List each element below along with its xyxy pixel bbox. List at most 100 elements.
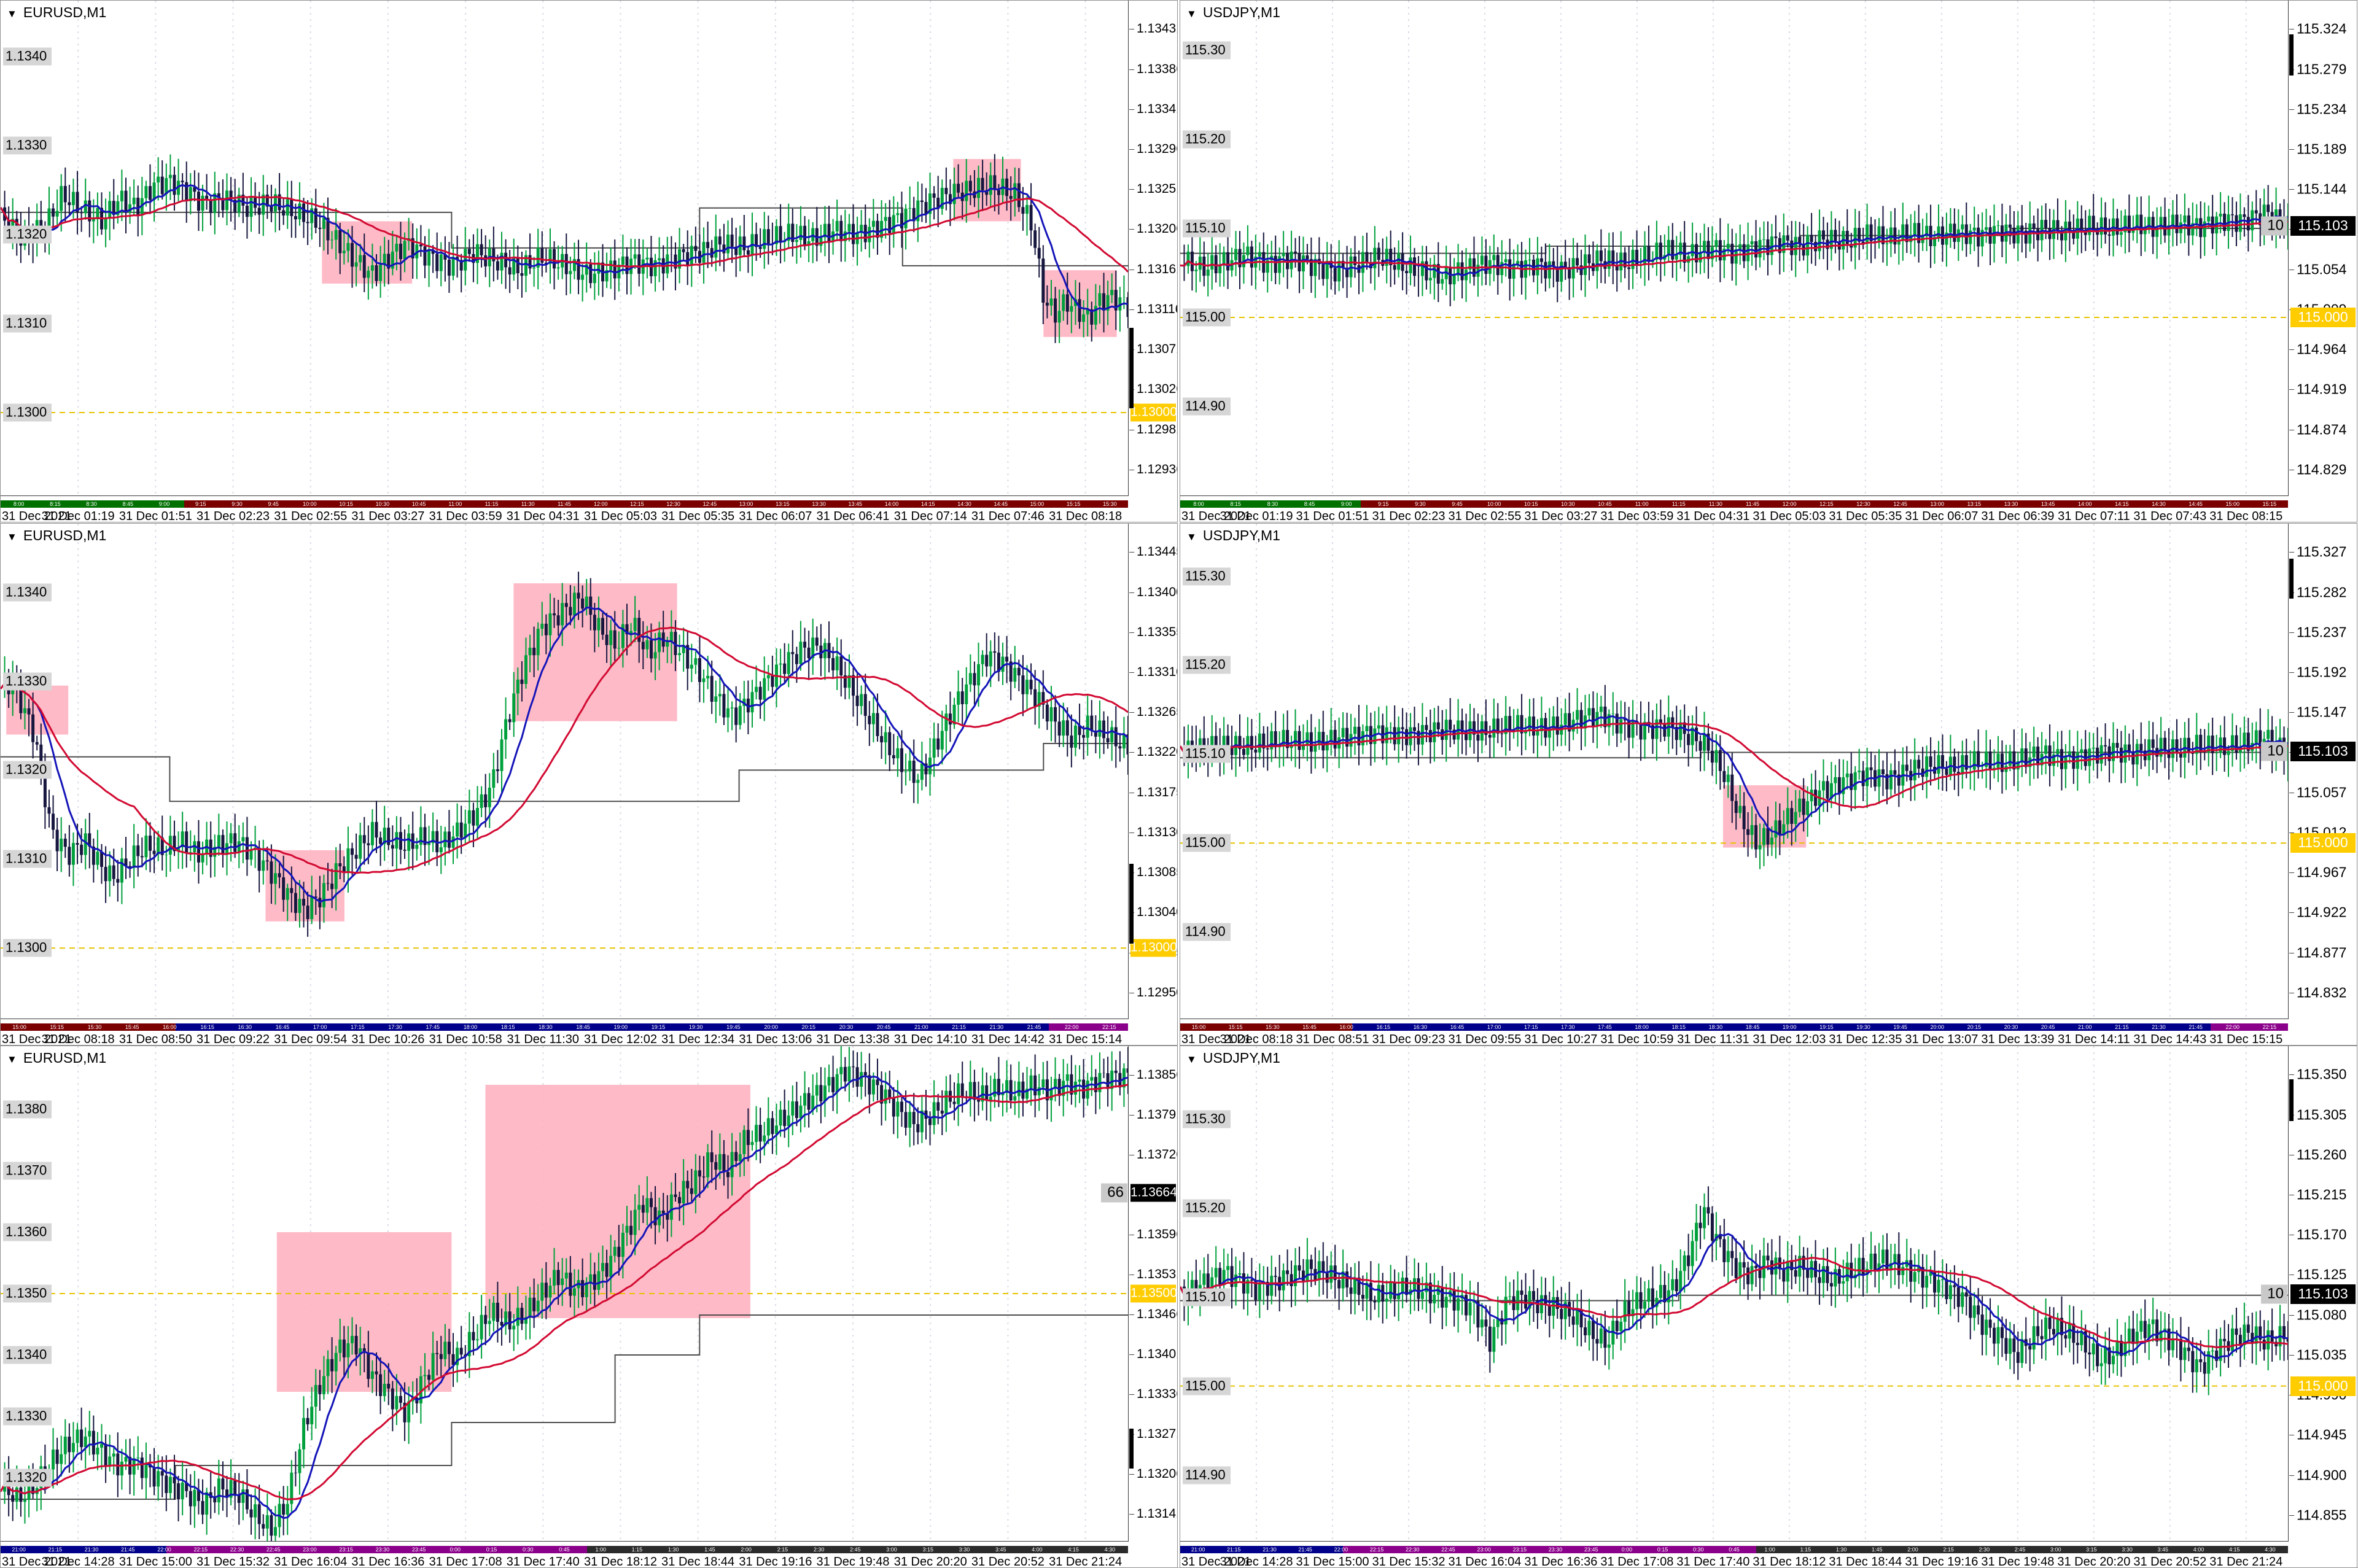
axis-price-label: 1.13386	[1137, 61, 1177, 76]
axis-range-marker[interactable]	[2289, 1079, 2294, 1121]
session-time-label: 21:30	[1263, 1547, 1277, 1553]
symbol-dropdown-icon[interactable]: ▼	[1186, 531, 1197, 543]
price-gridline-label: 115.00	[1183, 834, 1231, 852]
axis-range-marker[interactable]	[1129, 863, 1134, 944]
price-axis[interactable]: 1.13445 1.13400 1.13355 1.13310 1.13265 1.132…	[1129, 524, 1177, 1019]
time-axis[interactable]: 31 Dec 2021 31 Dec 01:19 31 Dec 01:51 31 De…	[1180, 510, 2357, 522]
time-axis[interactable]: 31 Dec 2021 31 Dec 08:18 31 Dec 08:51 31 De…	[1180, 1033, 2357, 1045]
session-time-label: 2:45	[850, 1547, 861, 1553]
chart-title[interactable]: ▼ USDJPY,M1	[1186, 1050, 1280, 1066]
session-segment	[1756, 1546, 2288, 1553]
chart-title[interactable]: ▼ EURUSD,M1	[7, 1050, 106, 1066]
session-time-label: 22:00	[157, 1547, 171, 1553]
time-axis-label: 31 Dec 06:07	[739, 510, 812, 522]
session-segment	[1343, 1546, 1757, 1553]
time-axis-label: 31 Dec 07:43	[2133, 510, 2207, 522]
axis-price-label: 115.237	[2297, 624, 2347, 640]
plot-area[interactable]: ▼ EURUSD,M1 1.1340 1.1330 1.1320 1.1310 1.130…	[1, 1, 1129, 496]
time-axis-label: 31 Dec 15:00	[1296, 1555, 1369, 1568]
chart-title[interactable]: ▼ USDJPY,M1	[1186, 4, 1280, 21]
session-segment	[1180, 500, 1361, 508]
symbol-dropdown-icon[interactable]: ▼	[1186, 1054, 1197, 1065]
session-time-label: 14:00	[884, 501, 899, 507]
symbol-dropdown-icon[interactable]: ▼	[1186, 8, 1197, 20]
time-axis-label: 31 Dec 12:35	[1829, 1033, 1902, 1046]
chart-canvas[interactable]	[1, 524, 1128, 1019]
symbol-dropdown-icon[interactable]: ▼	[7, 1054, 17, 1065]
axis-price-label: 115.080	[2297, 1306, 2347, 1323]
session-time-label: 2:15	[777, 1547, 788, 1553]
chart-canvas[interactable]	[1180, 1046, 2288, 1541]
time-axis-label: 31 Dec 15:15	[2209, 1033, 2283, 1046]
session-time-label: 0:45	[559, 1547, 570, 1553]
axis-price-label: 1.13355	[1137, 624, 1177, 639]
session-time-label: 17:30	[1561, 1024, 1575, 1030]
plot-area[interactable]: ▼ USDJPY,M1 115.30 115.20 115.10 115.00 114.9…	[1180, 1, 2289, 496]
session-time-label: 9:45	[268, 501, 279, 507]
session-time-label: 17:15	[351, 1024, 365, 1030]
chart-panel-eurusd-1: ▼ EURUSD,M1 1.1340 1.1330 1.1320 1.1310 1.130…	[0, 0, 1178, 522]
price-axis[interactable]: 115.327 115.282 115.237 115.192 115.147 115.1…	[2289, 524, 2357, 1019]
chart-canvas[interactable]	[1, 1046, 1128, 1541]
axis-range-marker[interactable]	[2289, 34, 2294, 76]
chart-canvas[interactable]	[1180, 524, 2288, 1019]
session-time-label: 16:00	[1339, 1024, 1353, 1030]
time-axis-label: 31 Dec 17:08	[429, 1555, 502, 1568]
time-axis[interactable]: 31 Dec 2021 31 Dec 01:19 31 Dec 01:51 31 De…	[1, 510, 1177, 522]
time-axis[interactable]: 31 Dec 2021 31 Dec 08:18 31 Dec 08:50 31 De…	[1, 1033, 1177, 1045]
time-axis[interactable]: 31 Dec 2021 31 Dec 14:28 31 Dec 15:00 31 De…	[1, 1555, 1177, 1567]
plot-area[interactable]: ▼ USDJPY,M1 115.30 115.20 115.10 115.00 114.9…	[1180, 1046, 2289, 1542]
session-time-label: 21:00	[2078, 1024, 2092, 1030]
time-axis-label: 31 Dec 08:18	[41, 1033, 115, 1046]
session-time-label: 15:45	[1302, 1024, 1317, 1030]
time-axis[interactable]: 31 Dec 2021 31 Dec 14:28 31 Dec 15:00 31 De…	[1180, 1555, 2357, 1567]
plot-area[interactable]: ▼ EURUSD,M1 1.1340 1.1330 1.1320 1.1310 1.130…	[1, 524, 1129, 1019]
session-bar: 15:00 15:15 15:30 15:45 16:00 16:15 16:30 16:45…	[1180, 1023, 2288, 1031]
time-axis-label: 31 Dec 2021	[2, 1033, 72, 1046]
chart-canvas[interactable]	[1180, 1, 2288, 495]
chart-title[interactable]: ▼ USDJPY,M1	[1186, 527, 1280, 544]
plot-area[interactable]: ▼ USDJPY,M1 115.30 115.20 115.10 115.00 114.9…	[1180, 524, 2289, 1019]
axis-price-label: 115.035	[2297, 1346, 2347, 1363]
axis-tick	[2289, 872, 2294, 874]
session-time-label: 23:30	[1548, 1547, 1563, 1553]
axis-range-marker[interactable]	[2289, 558, 2294, 599]
time-axis-label: 31 Dec 10:59	[1600, 1033, 1674, 1046]
chart-title[interactable]: ▼ EURUSD,M1	[7, 527, 106, 544]
chart-title[interactable]: ▼ EURUSD,M1	[7, 4, 106, 21]
price-gridline-label: 1.1300	[3, 939, 52, 957]
session-time-label: 22:45	[266, 1547, 281, 1553]
chart-canvas[interactable]	[1, 1, 1128, 495]
symbol-dropdown-icon[interactable]: ▼	[7, 531, 17, 543]
price-axis[interactable]: 115.324 115.279 115.234 115.189 115.144 115.0…	[2289, 1, 2357, 495]
candles-up	[1186, 688, 2288, 869]
session-time-label: 15:00	[12, 1024, 26, 1030]
session-segment	[586, 1546, 1128, 1553]
time-axis-label: 31 Dec 12:02	[583, 1033, 657, 1046]
session-time-label: 14:15	[2115, 501, 2129, 507]
symbol-label: USDJPY,M1	[1202, 1050, 1280, 1066]
session-time-label: 1:30	[667, 1547, 679, 1553]
axis-tick	[1129, 1115, 1134, 1116]
session-time-label: 3:00	[886, 1547, 897, 1553]
candles-down	[1182, 1186, 2288, 1393]
session-time-label: 11:15	[484, 501, 499, 507]
plot-area[interactable]: ▼ EURUSD,M1 1.1380 1.1370 1.1360 1.1350 1.134…	[1, 1046, 1129, 1542]
session-time-label: 16:00	[163, 1024, 177, 1030]
session-time-label: 21:30	[2152, 1024, 2166, 1030]
price-chip: 10	[2261, 1284, 2287, 1304]
time-axis-label: 31 Dec 14:10	[893, 1033, 967, 1046]
session-segment	[1361, 500, 2288, 508]
session-time-label: 15:15	[1066, 501, 1081, 507]
axis-range-marker[interactable]	[1129, 1429, 1134, 1469]
axis-range-marker[interactable]	[1129, 328, 1134, 408]
price-axis[interactable]: 115.350 115.305 115.260 115.215 115.170 115.1…	[2289, 1046, 2357, 1541]
symbol-dropdown-icon[interactable]: ▼	[7, 8, 17, 20]
axis-tick	[2289, 1074, 2294, 1076]
time-axis-label: 31 Dec 10:27	[1524, 1033, 1598, 1046]
